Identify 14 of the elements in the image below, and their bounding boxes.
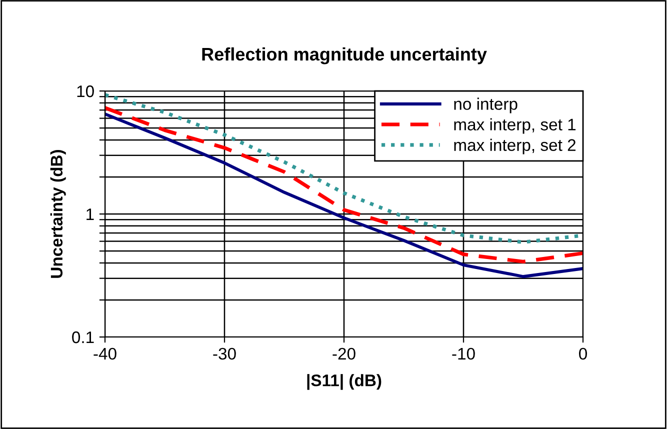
x-tick-label: -30 (213, 348, 236, 360)
y-tick-label: 0.1 (72, 331, 94, 344)
x-tick-label: -20 (332, 348, 356, 360)
y-tick-label: 10 (77, 85, 94, 98)
legend-label: no interp (454, 98, 518, 114)
legend-label: max interp, set 1 (454, 118, 576, 134)
y-tick-label: 1 (86, 208, 94, 220)
chart-title: Reflection magnitude uncertainty (202, 47, 487, 64)
x-axis-title: |S11| (dB) (307, 374, 382, 390)
y-axis-title: Uncertainty (dB) (50, 150, 66, 278)
legend-label: max interp, set 2 (454, 138, 576, 154)
x-tick-label: -40 (94, 348, 116, 360)
x-tick-label: 0 (579, 348, 587, 360)
x-tick-label: -10 (452, 348, 475, 360)
